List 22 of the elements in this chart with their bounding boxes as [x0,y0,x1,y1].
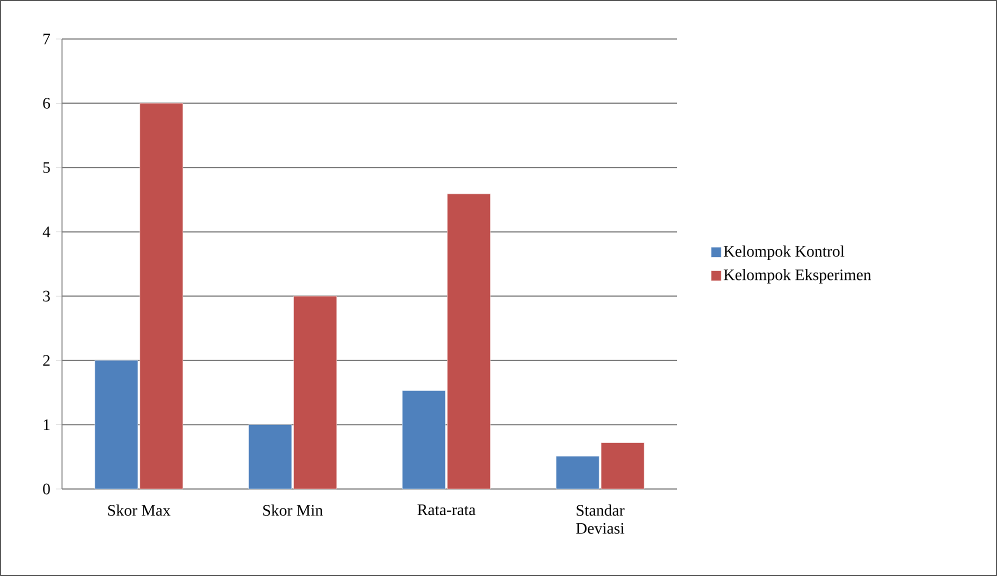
bar [293,296,337,490]
y-tick-label: 3 [43,290,50,302]
y-tick-label: 1 [44,419,50,430]
y-tick-label: 5 [43,162,50,173]
y-tick-label: 7 [44,34,50,44]
x-tick-label: Standar Deviasi [576,504,624,534]
bar [402,390,446,490]
x-tick-label: Skor Max [108,504,170,516]
legend-label: Kelompok Kontrol [724,245,844,260]
x-tick-label: Skor Min [263,504,323,516]
x-tick-label: Rata-rata [418,504,476,516]
y-tick-label: 0 [43,484,50,494]
legend-label: Kelompok Eksperimen [724,268,872,284]
y-tick-label: 6 [43,98,50,109]
bar [94,360,138,490]
y-tick-label: 2 [43,355,50,366]
bar [600,442,644,490]
bar [447,194,491,490]
y-tick-label: 4 [42,226,50,238]
bar [140,103,184,490]
bar [556,456,600,490]
bar [248,424,292,490]
